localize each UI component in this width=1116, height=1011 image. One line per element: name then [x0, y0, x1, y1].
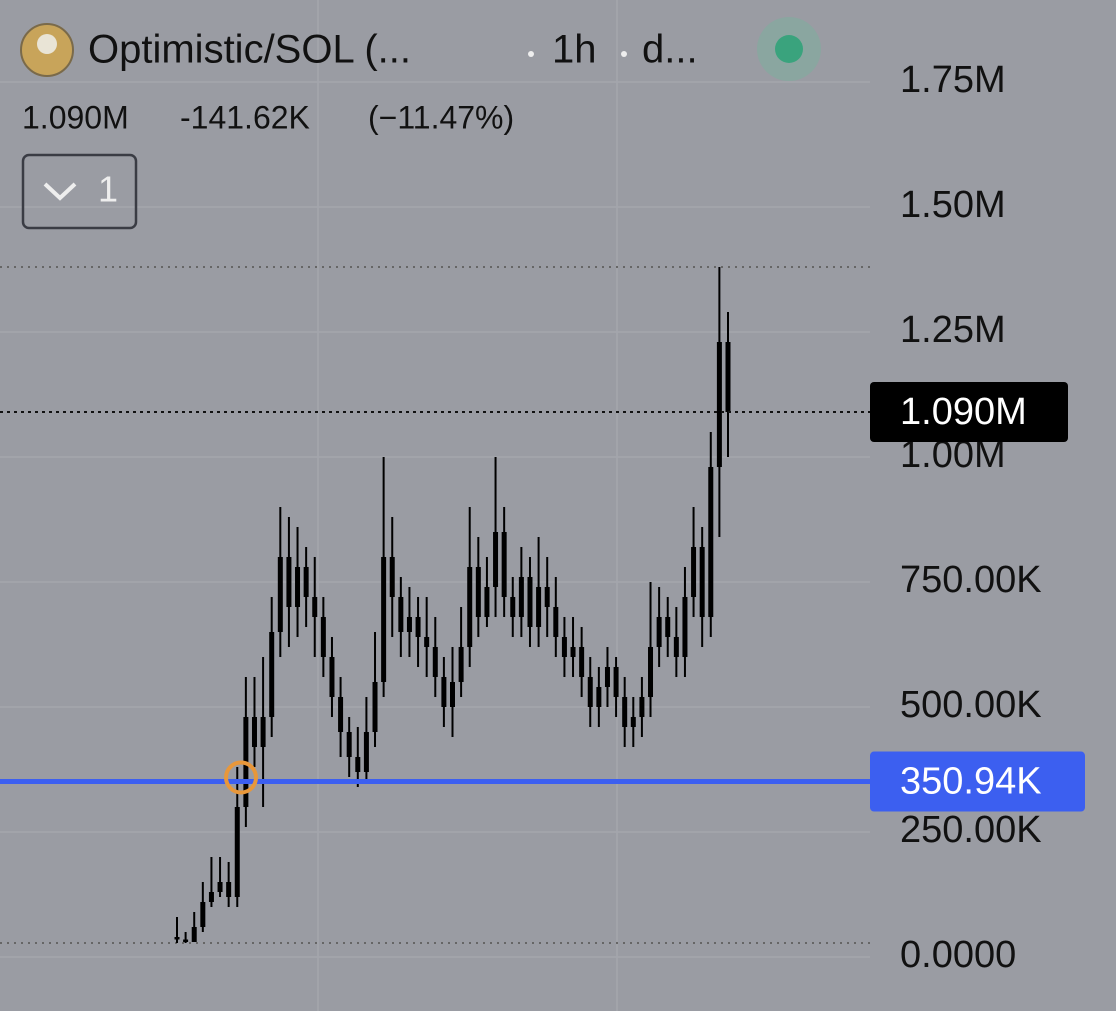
alert-marker [224, 760, 258, 795]
y-tick-label: 0.0000 [900, 934, 1016, 976]
status-dot [775, 35, 803, 63]
change: -141.62K [180, 99, 310, 135]
candle-body [217, 882, 223, 892]
candle-body [363, 732, 369, 772]
candle-body [415, 617, 421, 637]
separator-dot [621, 51, 627, 57]
candle-body [355, 757, 361, 772]
candle-body [725, 342, 731, 412]
candle-body [398, 597, 404, 632]
candle-body [329, 657, 335, 697]
candle-body [295, 567, 301, 607]
candle-body [389, 557, 395, 597]
candle-body [527, 577, 533, 627]
candle-body [665, 617, 671, 637]
indicator-count: 1 [98, 169, 118, 210]
candle-body [501, 532, 507, 597]
candle-body [699, 547, 705, 617]
pair-title[interactable]: Optimistic/SOL (... [88, 28, 411, 72]
candle-body [467, 567, 473, 647]
y-tick-label: 250.00K [900, 809, 1042, 851]
candle-body [277, 557, 283, 632]
grid [0, 81, 870, 958]
candle-body [406, 617, 412, 632]
candle-body [604, 667, 610, 687]
candle-body [174, 937, 180, 940]
candle-body [226, 882, 232, 897]
candle-body [191, 927, 197, 942]
candle-body [587, 677, 593, 707]
candle-body [493, 532, 499, 587]
interval[interactable]: 1h [552, 28, 597, 72]
change-pct: (−11.47%) [368, 99, 514, 135]
candle-body [372, 682, 378, 732]
candle-body [441, 677, 447, 707]
candle-body [200, 902, 206, 927]
header: Optimistic/SOL (... 1h d... 1.090M -141.… [20, 17, 821, 230]
y-tick-label: 500.00K [900, 684, 1042, 726]
source[interactable]: d... [642, 28, 698, 72]
candle-body [579, 647, 585, 677]
price-line-label: 350.94K [900, 761, 1042, 803]
price-line-badge [870, 751, 1085, 812]
token-icon-eye [37, 34, 57, 54]
candle-body [596, 687, 602, 707]
candle-body [570, 647, 576, 657]
candle-body [269, 632, 275, 717]
candle-body [544, 587, 550, 607]
price: 1.090M [22, 99, 129, 135]
chevron-icon [43, 182, 77, 201]
candle-body [320, 617, 326, 657]
candle-body [673, 637, 679, 657]
last-price-label: 1.090M [900, 391, 1027, 433]
candle-body [510, 597, 516, 617]
candle-body [234, 807, 240, 897]
candle-body [208, 892, 214, 902]
y-tick-label: 1.50M [900, 184, 1006, 226]
candle-body [561, 637, 567, 657]
candle-body [536, 587, 542, 627]
candle-body [484, 587, 490, 617]
y-tick-label: 1.25M [900, 309, 1006, 351]
candle-body [458, 647, 464, 682]
candle-body [338, 697, 344, 732]
candle-body [312, 597, 318, 617]
candle-body [475, 567, 481, 617]
candle-body [381, 557, 387, 682]
candle-body [708, 467, 714, 617]
candle-body [648, 647, 654, 697]
separator-dot [528, 51, 534, 57]
candle-body [260, 717, 266, 747]
candle-body [432, 647, 438, 677]
candle-body [424, 637, 430, 647]
candle-body [639, 697, 645, 717]
candle-body [553, 607, 559, 637]
candle-body [630, 717, 636, 727]
candle-body [286, 557, 292, 607]
indicator-toggle[interactable] [21, 153, 138, 230]
candle-body [656, 617, 662, 647]
candle-body [682, 597, 688, 657]
candle-body [518, 577, 524, 617]
y-tick-label: 750.00K [900, 559, 1042, 601]
candle-body [613, 667, 619, 697]
candle-body [716, 342, 722, 467]
candle-body [303, 567, 309, 597]
candle-body [450, 682, 455, 707]
candle-body [622, 697, 628, 727]
y-tick-label: 1.75M [900, 59, 1006, 101]
candle-body [183, 939, 189, 942]
candle-body [691, 547, 697, 597]
last-price-badge [870, 382, 1068, 442]
candle-body [251, 717, 257, 747]
plot [174, 267, 731, 943]
candle-body [346, 732, 352, 757]
